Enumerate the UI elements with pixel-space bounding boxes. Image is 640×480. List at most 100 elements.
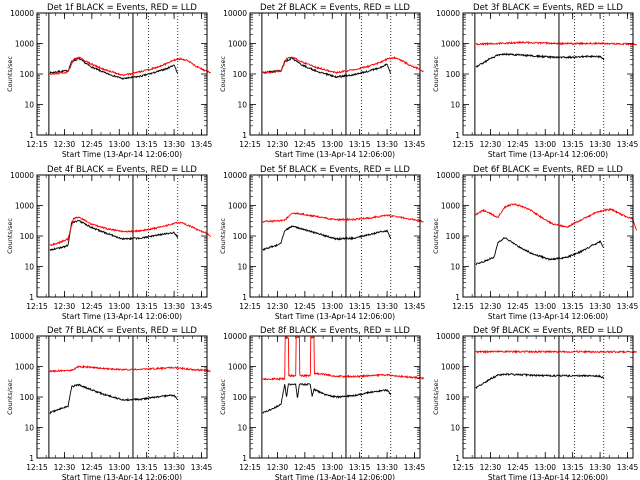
x-axis-label: Start Time (13-Apr-14 12:06:00) (62, 312, 182, 321)
y-tick-label: 10 (237, 101, 247, 110)
x-tick-label: 13:45 (404, 140, 426, 149)
y-axis-label: Counts/sec (6, 218, 14, 254)
y-axis-label: Counts/sec (6, 379, 14, 415)
y-tick-label: 100 (233, 70, 248, 79)
detector-panel-1: Det 1f BLACK = Events, RED = LLD 1 10 100 10… (6, 3, 213, 159)
x-tick-label: 13:30 (163, 302, 185, 311)
events-series-line (262, 382, 392, 414)
panel-title: Det 4f BLACK = Events, RED = LLD (47, 165, 197, 175)
x-tick-label: 13:45 (617, 140, 639, 149)
x-tick-label: 12:15 (26, 302, 48, 311)
detector-panel-5: Det 5f BLACK = Events, RED = LLD 1 10 100 10… (219, 165, 426, 321)
panel-title: Det 3f BLACK = Events, RED = LLD (473, 3, 623, 13)
plot-frame (249, 174, 421, 298)
y-axis-label: Counts/sec (219, 379, 227, 415)
y-axis-label: Counts/sec (432, 218, 440, 254)
x-tick-label: 13:00 (321, 463, 343, 472)
y-tick-label: 10000 (10, 9, 34, 18)
x-tick-label: 12:45 (507, 463, 529, 472)
y-tick-label: 1 (242, 131, 247, 140)
detector-panel-6: Det 6f BLACK = Events, RED = LLD 1 10 100 10… (432, 165, 639, 321)
y-tick-label: 10 (24, 101, 34, 110)
y-tick-label: 1 (455, 131, 460, 140)
x-tick-label: 12:30 (480, 302, 502, 311)
x-tick-label: 13:15 (349, 302, 371, 311)
plot-frame (36, 335, 208, 459)
y-tick-label: 1 (455, 293, 460, 302)
x-tick-label: 12:30 (267, 140, 289, 149)
y-tick-label: 10 (24, 424, 34, 433)
panel-title: Det 5f BLACK = Events, RED = LLD (260, 165, 410, 175)
x-tick-label: 13:15 (136, 140, 158, 149)
plot-frame (462, 335, 634, 459)
x-tick-label: 12:15 (239, 302, 261, 311)
y-tick-label: 10000 (436, 9, 460, 18)
y-axis-label: Counts/sec (219, 56, 227, 92)
y-tick-label: 1000 (228, 202, 247, 211)
x-tick-label: 13:45 (404, 302, 426, 311)
x-tick-label: 13:15 (136, 302, 158, 311)
y-axis-label: Counts/sec (432, 56, 440, 92)
events-series-line (49, 219, 179, 252)
events-series-line (475, 52, 605, 68)
y-tick-label: 1 (29, 131, 34, 140)
y-tick-label: 10 (237, 263, 247, 272)
y-tick-label: 10000 (436, 332, 460, 341)
lld-series-line (262, 335, 425, 381)
x-tick-label: 12:45 (294, 463, 316, 472)
panel-title: Det 8f BLACK = Events, RED = LLD (260, 326, 410, 336)
y-tick-label: 10000 (436, 171, 460, 180)
x-tick-label: 13:30 (589, 302, 611, 311)
panel-title: Det 1f BLACK = Events, RED = LLD (47, 3, 197, 13)
x-tick-label: 13:15 (562, 463, 584, 472)
y-tick-label: 1 (242, 293, 247, 302)
x-tick-label: 13:45 (191, 463, 213, 472)
x-tick-label: 12:15 (239, 463, 261, 472)
y-tick-label: 100 (20, 232, 35, 241)
detector-panel-9: Det 9f BLACK = Events, RED = LLD 1 10 100 10… (432, 326, 639, 480)
plot-frame (462, 174, 634, 298)
x-tick-label: 13:00 (321, 140, 343, 149)
y-tick-label: 100 (233, 232, 248, 241)
lld-series-line (262, 55, 424, 75)
x-axis-label: Start Time (13-Apr-14 12:06:00) (62, 473, 182, 480)
x-tick-label: 13:00 (534, 140, 556, 149)
detector-panel-8: Det 8f BLACK = Events, RED = LLD 1 10 100 10… (219, 326, 426, 480)
x-tick-label: 12:45 (81, 463, 103, 472)
x-tick-label: 13:45 (617, 302, 639, 311)
detector-panel-7: Det 7f BLACK = Events, RED = LLD 1 10 100 10… (6, 326, 213, 480)
events-series-line (49, 57, 179, 81)
y-tick-label: 1000 (441, 40, 460, 49)
x-tick-label: 12:45 (507, 140, 529, 149)
x-tick-label: 12:15 (452, 302, 474, 311)
y-tick-label: 100 (233, 393, 248, 402)
x-tick-label: 13:45 (191, 302, 213, 311)
x-axis-label: Start Time (13-Apr-14 12:06:00) (488, 473, 608, 480)
y-tick-label: 1000 (228, 40, 247, 49)
x-tick-label: 13:15 (562, 140, 584, 149)
y-tick-label: 100 (446, 70, 461, 79)
detector-panel-4: Det 4f BLACK = Events, RED = LLD 1 10 100 10… (6, 165, 213, 321)
x-tick-label: 12:45 (294, 140, 316, 149)
x-tick-label: 13:30 (589, 463, 611, 472)
x-tick-label: 13:45 (404, 463, 426, 472)
panel-title: Det 2f BLACK = Events, RED = LLD (260, 3, 410, 13)
y-tick-label: 1 (242, 454, 247, 463)
y-tick-label: 1000 (228, 363, 247, 372)
y-axis-label: Counts/sec (6, 56, 14, 92)
y-tick-label: 100 (20, 70, 35, 79)
x-tick-label: 12:45 (294, 302, 316, 311)
x-axis-label: Start Time (13-Apr-14 12:06:00) (275, 150, 395, 159)
x-tick-label: 12:15 (452, 140, 474, 149)
x-tick-label: 13:15 (562, 302, 584, 311)
events-series-line (475, 372, 605, 389)
x-tick-label: 13:00 (108, 140, 130, 149)
y-tick-label: 100 (446, 393, 461, 402)
y-tick-label: 100 (20, 393, 35, 402)
plot-frame (249, 335, 421, 459)
events-series-line (49, 383, 178, 415)
lld-series-line (475, 203, 638, 231)
events-series-line (475, 237, 604, 266)
y-tick-label: 10000 (10, 332, 34, 341)
y-tick-label: 1000 (15, 363, 34, 372)
